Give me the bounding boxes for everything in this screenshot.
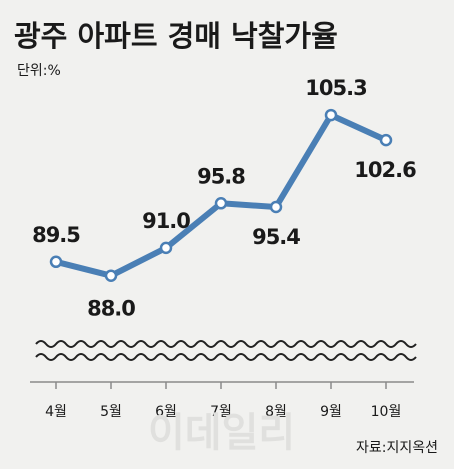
data-label-7: 102.6 bbox=[354, 158, 416, 182]
data-point-6 bbox=[324, 108, 338, 122]
watermark-text: 이데일리 bbox=[148, 410, 295, 456]
source-label: 자료:지지옥션 bbox=[356, 440, 438, 456]
x-tick-label-6: 9월 bbox=[320, 404, 342, 420]
axis-break-symbol bbox=[35, 340, 417, 361]
data-label-3: 91.0 bbox=[142, 209, 190, 233]
data-label-4: 95.8 bbox=[197, 164, 245, 188]
data-point-1 bbox=[49, 255, 63, 269]
axis-break-wave-2 bbox=[35, 353, 417, 361]
data-label-2: 88.0 bbox=[87, 297, 135, 321]
x-tick-label-1: 4월 bbox=[45, 404, 67, 420]
data-point-7 bbox=[379, 133, 393, 147]
data-point-2 bbox=[104, 269, 118, 282]
data-points bbox=[49, 108, 393, 282]
unit-label: 단위:% bbox=[17, 63, 61, 79]
data-point-4 bbox=[214, 197, 228, 210]
data-label-6: 105.3 bbox=[305, 76, 366, 100]
series-line bbox=[53, 112, 389, 279]
chart-title: 광주 아파트 경매 낙찰가율 bbox=[14, 19, 338, 53]
x-axis-ticks bbox=[55, 382, 387, 389]
x-tick-label-5: 8월 bbox=[265, 404, 287, 420]
data-label-5: 95.4 bbox=[252, 225, 300, 249]
axis-break-wave-1 bbox=[35, 340, 417, 348]
data-point-3 bbox=[159, 241, 173, 255]
x-tick-label-3: 6월 bbox=[155, 404, 177, 420]
x-axis-tick-labels: 4월 5월 6월 7월 8월 9월 10월 bbox=[45, 404, 401, 420]
x-tick-label-7: 10월 bbox=[371, 404, 402, 420]
x-tick-label-2: 5월 bbox=[100, 404, 122, 420]
data-label-1: 89.5 bbox=[32, 223, 80, 247]
data-labels: 89.5 88.0 91.0 95.8 95.4 105.3 102.6 bbox=[32, 76, 417, 321]
x-tick-label-4: 7월 bbox=[210, 404, 232, 420]
data-point-5 bbox=[269, 200, 283, 214]
